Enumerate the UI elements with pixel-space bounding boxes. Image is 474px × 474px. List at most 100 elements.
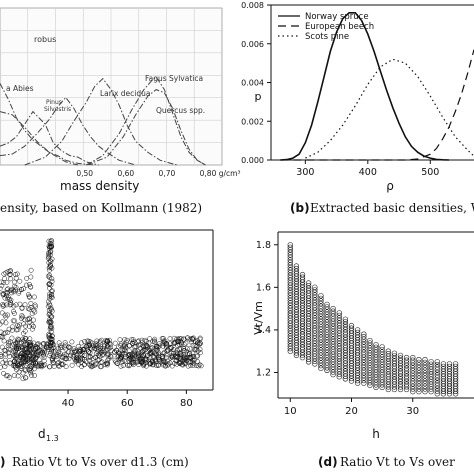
data-point bbox=[305, 313, 312, 319]
data-point bbox=[131, 359, 137, 365]
data-point bbox=[385, 371, 391, 377]
data-point bbox=[361, 370, 367, 376]
data-point bbox=[78, 359, 84, 365]
data-point bbox=[299, 336, 306, 343]
data-point bbox=[13, 302, 19, 308]
data-point bbox=[293, 286, 300, 292]
data-point bbox=[330, 346, 336, 352]
data-point bbox=[416, 370, 422, 376]
data-point bbox=[12, 283, 17, 289]
data-point bbox=[336, 361, 342, 367]
data-point bbox=[312, 325, 318, 331]
data-point bbox=[139, 352, 144, 358]
data-point bbox=[136, 338, 142, 344]
data-point bbox=[416, 357, 422, 363]
data-point bbox=[312, 335, 318, 342]
panel-caption: ensity, based on Kollmann (1982) bbox=[0, 201, 202, 215]
data-point bbox=[299, 326, 306, 332]
data-point bbox=[20, 330, 26, 336]
data-point bbox=[293, 276, 300, 282]
data-point bbox=[330, 356, 336, 363]
data-point bbox=[14, 339, 20, 345]
data-point bbox=[108, 353, 114, 359]
x-axis-label: ρ bbox=[386, 179, 394, 193]
data-point bbox=[403, 368, 410, 374]
data-point bbox=[113, 359, 119, 365]
data-point bbox=[330, 364, 336, 370]
data-point bbox=[379, 367, 385, 373]
data-point bbox=[336, 348, 342, 354]
data-point bbox=[299, 339, 306, 345]
data-point bbox=[194, 353, 200, 359]
data-point bbox=[51, 360, 57, 366]
data-point bbox=[354, 380, 361, 386]
data-point bbox=[293, 309, 300, 315]
data-point bbox=[305, 326, 312, 332]
data-point bbox=[305, 349, 312, 355]
data-point bbox=[31, 317, 36, 323]
data-point bbox=[45, 299, 51, 305]
data-point bbox=[385, 361, 391, 367]
data-point bbox=[14, 327, 20, 333]
data-point bbox=[69, 339, 75, 345]
data-point bbox=[0, 279, 4, 285]
data-point bbox=[336, 310, 342, 316]
data-point bbox=[305, 323, 312, 329]
data-point bbox=[48, 258, 54, 264]
data-point bbox=[6, 339, 12, 345]
data-point bbox=[367, 340, 373, 346]
data-point bbox=[19, 313, 25, 319]
data-point bbox=[318, 344, 324, 351]
data-point bbox=[161, 358, 167, 364]
data-point bbox=[354, 334, 361, 341]
data-point bbox=[391, 360, 398, 367]
data-point bbox=[379, 359, 385, 365]
data-point bbox=[305, 333, 312, 340]
data-point bbox=[330, 328, 336, 335]
data-point bbox=[287, 257, 293, 263]
panel-caption-label: ) bbox=[0, 455, 5, 469]
data-point bbox=[403, 386, 410, 393]
data-point bbox=[336, 325, 342, 331]
data-point bbox=[330, 371, 336, 378]
data-point bbox=[163, 340, 169, 346]
data-point bbox=[24, 341, 30, 347]
data-point bbox=[379, 356, 385, 363]
data-point bbox=[14, 343, 20, 349]
data-point bbox=[26, 367, 32, 372]
series-label: Pinus bbox=[46, 99, 62, 106]
data-point bbox=[361, 359, 367, 366]
data-point bbox=[174, 361, 180, 367]
data-point bbox=[348, 360, 355, 367]
data-point bbox=[312, 292, 318, 298]
data-point bbox=[318, 316, 324, 322]
data-point bbox=[140, 359, 145, 365]
data-point bbox=[157, 341, 162, 347]
data-point bbox=[79, 352, 85, 358]
data-point bbox=[416, 367, 422, 373]
data-point bbox=[47, 244, 53, 250]
data-point bbox=[181, 342, 187, 347]
data-point bbox=[137, 345, 143, 351]
data-point bbox=[305, 338, 312, 345]
data-point bbox=[379, 374, 385, 380]
data-point bbox=[305, 321, 312, 327]
data-point bbox=[342, 376, 349, 382]
data-point bbox=[299, 354, 306, 361]
data-point bbox=[336, 366, 342, 372]
data-point bbox=[151, 354, 157, 360]
data-point bbox=[361, 354, 367, 360]
data-point bbox=[108, 344, 114, 350]
data-point bbox=[11, 342, 17, 348]
data-point bbox=[342, 319, 349, 325]
data-point bbox=[150, 338, 156, 344]
data-point bbox=[1, 338, 7, 344]
data-point bbox=[47, 293, 53, 299]
data-point bbox=[293, 337, 300, 343]
data-point bbox=[176, 339, 181, 345]
data-point bbox=[330, 331, 336, 337]
data-point bbox=[361, 375, 367, 381]
data-point bbox=[154, 347, 160, 353]
data-point bbox=[49, 348, 55, 354]
data-point bbox=[299, 313, 306, 319]
